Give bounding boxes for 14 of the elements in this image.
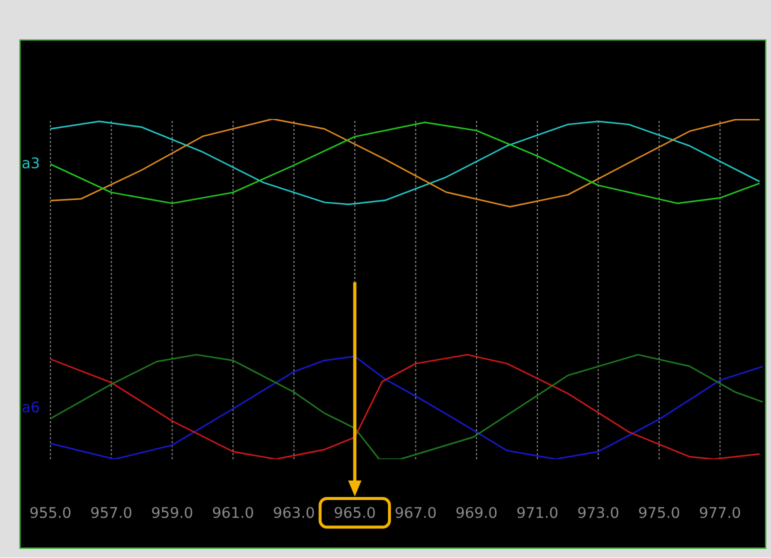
- x-tick-label: 963.0: [274, 507, 314, 518]
- x-tick-label: 955.0: [30, 507, 70, 518]
- x-tick-label: 965.0: [334, 507, 375, 518]
- annotation: a3: [22, 158, 39, 169]
- x-tick-label: 957.0: [91, 507, 132, 518]
- x-tick-label: 967.0: [396, 507, 436, 518]
- x-tick-label: 961.0: [212, 507, 254, 518]
- x-tick-label: 973.0: [578, 507, 618, 518]
- x-tick-label: 971.0: [517, 507, 558, 518]
- x-tick-label: 975.0: [639, 507, 680, 518]
- x-tick-label: 959.0: [152, 507, 192, 518]
- annotation: a6: [22, 402, 40, 413]
- x-tick-label: 969.0: [456, 507, 497, 518]
- x-tick-label: 977.0: [700, 507, 740, 518]
